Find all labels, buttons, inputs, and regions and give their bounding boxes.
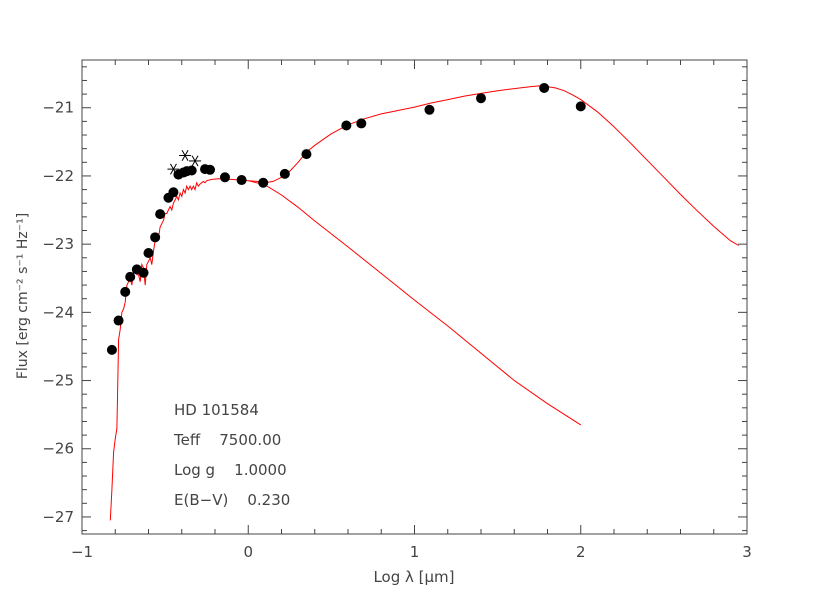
model-sed-line [248, 180, 582, 426]
y-tick-label: −23 [42, 235, 74, 253]
asterisk-point [189, 155, 202, 167]
x-tick-label: 0 [243, 543, 253, 561]
x-tick-label: 1 [410, 543, 420, 561]
data-point [120, 286, 131, 297]
data-point [236, 175, 247, 186]
axis-ticks [81, 60, 748, 534]
photometry-points [106, 82, 586, 355]
data-point [113, 315, 124, 326]
data-point [168, 187, 179, 198]
y-tick-label: −27 [42, 508, 74, 526]
asterisk-point [167, 163, 180, 175]
data-point [279, 168, 290, 179]
y-tick-label: −25 [42, 372, 74, 390]
data-point [125, 271, 136, 282]
data-point [143, 248, 154, 259]
model-curves [109, 85, 739, 521]
data-point [219, 172, 230, 183]
model-sed-line [109, 85, 739, 521]
star-parameters: HD 101584 Teff 7500.00 Log g 1.0000 E(B−… [173, 401, 290, 509]
annotation-ebv: E(B−V) 0.230 [174, 491, 290, 509]
data-point [138, 267, 149, 278]
data-point [186, 165, 197, 176]
data-point [341, 120, 352, 131]
data-point [205, 164, 216, 175]
data-point [356, 118, 367, 129]
data-point [301, 149, 312, 160]
y-tick-labels: −21 −22 −23 −24 −25 −26 −27 [42, 99, 74, 526]
data-point [150, 232, 161, 243]
data-point [476, 93, 486, 104]
data-point [155, 209, 166, 220]
data-point [424, 104, 435, 115]
asterisk-point [179, 150, 192, 161]
data-point [575, 101, 586, 112]
y-axis-label: Flux [erg cm⁻² s⁻¹ Hz⁻¹] [15, 213, 31, 379]
data-point [258, 177, 269, 188]
x-tick-labels: −1 0 1 2 3 [71, 543, 752, 561]
annotation-star: HD 101584 [174, 401, 259, 419]
annotation-teff: Teff 7500.00 [173, 431, 281, 449]
y-tick-label: −21 [42, 99, 74, 117]
y-tick-label: −26 [42, 440, 74, 458]
x-tick-label: 2 [576, 543, 586, 561]
data-point [106, 344, 117, 355]
asterisk-stroke [170, 163, 177, 175]
x-tick-label: −1 [71, 543, 93, 561]
x-tick-label: 3 [742, 543, 752, 561]
asterisk-stroke [181, 150, 189, 161]
y-tick-label: −24 [42, 303, 74, 321]
asterisk-stroke [191, 155, 199, 167]
y-tick-label: −22 [42, 167, 74, 185]
annotation-logg: Log g 1.0000 [174, 461, 287, 479]
x-axis-label: Log λ [μm] [373, 568, 454, 586]
data-point [539, 82, 550, 93]
